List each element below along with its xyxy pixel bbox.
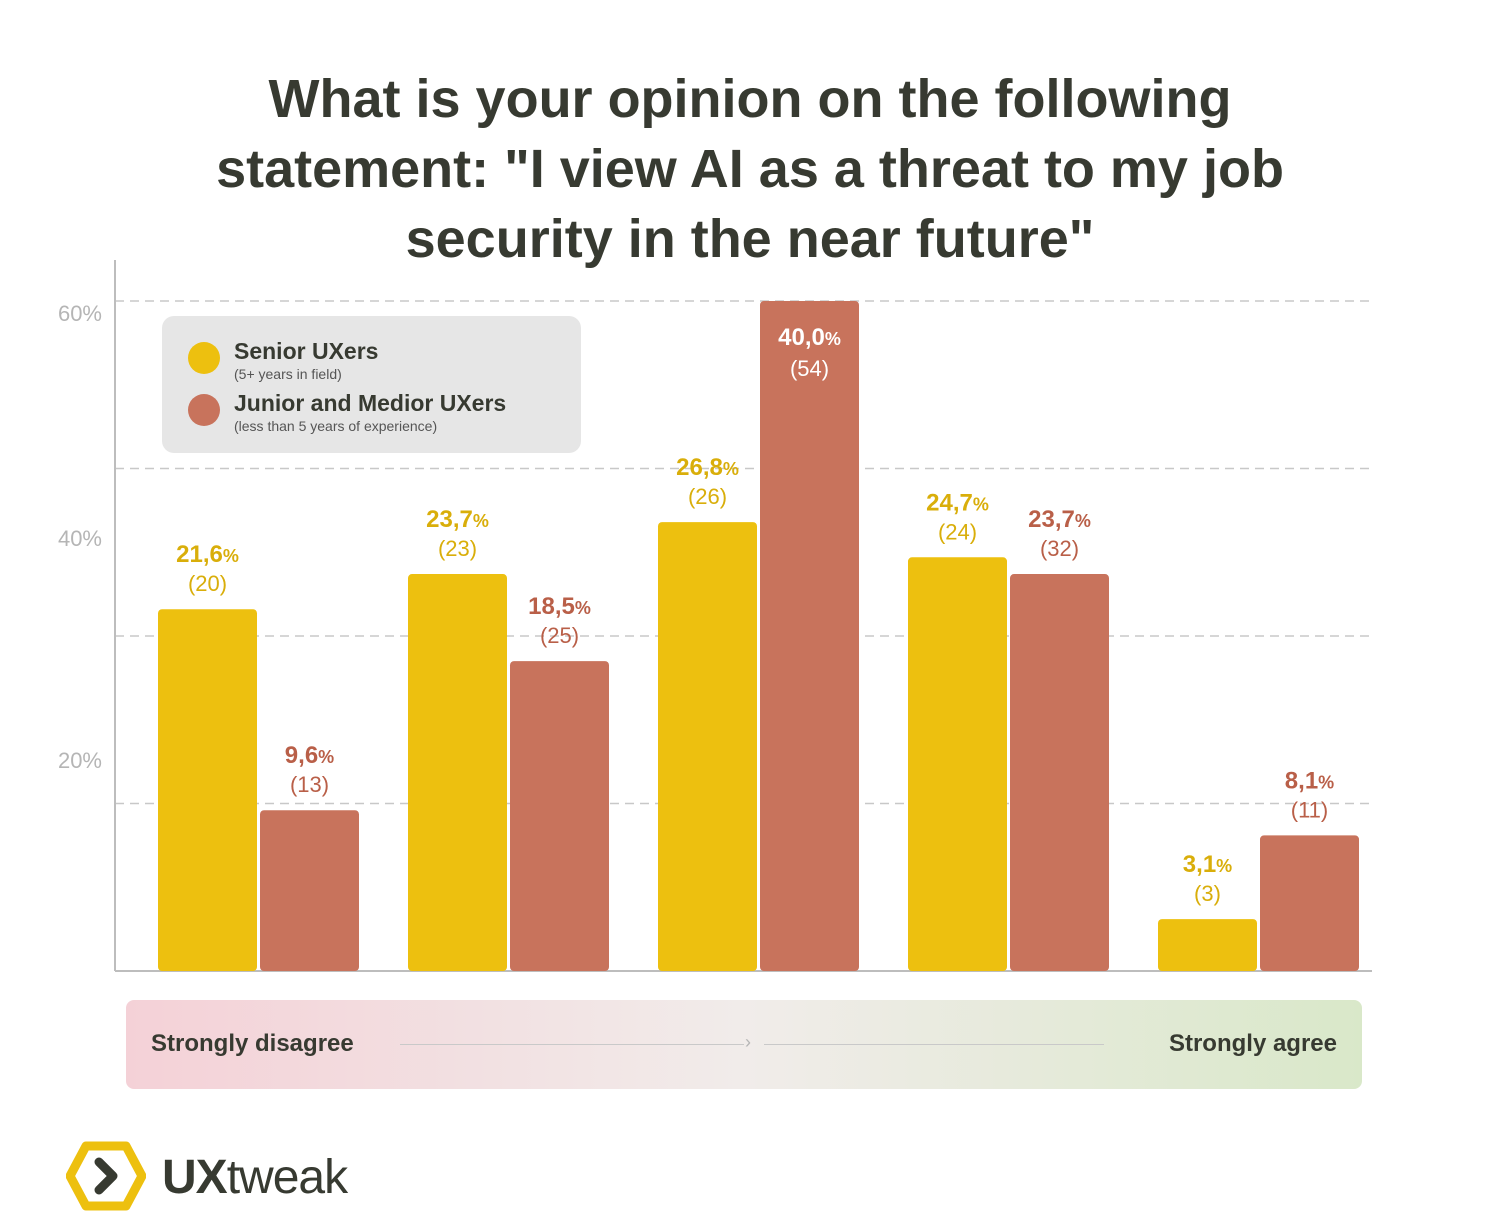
brand-logo: UXtweak: [65, 1140, 386, 1212]
count-label-junior-2: (25): [540, 623, 579, 648]
bar-chart: 60% 40% 20% 21,6% (20) 9,6% (13) 23,7% (23) 18,5%…: [58, 260, 1372, 972]
bar-senior-3: [658, 522, 757, 971]
bar-junior-3: [760, 301, 859, 971]
legend-sublabel-junior: (less than 5 years of experience): [234, 418, 438, 434]
bar-senior-4: [908, 557, 1007, 971]
scale-label-right: Strongly agree: [1168, 1030, 1337, 1057]
bar-senior-1: [158, 609, 257, 971]
data-label-junior-1: 9,6%: [285, 742, 334, 769]
count-label-junior-3: (54): [790, 356, 829, 381]
scale-line-left: [400, 1044, 744, 1045]
chart-title: What is your opinion on the following st…: [0, 64, 1500, 274]
count-label-senior-4: (24): [938, 519, 977, 544]
bar-junior-5: [1260, 835, 1359, 971]
data-label-senior-2: 23,7%: [426, 506, 489, 533]
bar-senior-5: [1158, 919, 1257, 971]
legend-swatch-junior: [188, 394, 220, 426]
chevron-right-icon: ›: [745, 1032, 751, 1052]
legend-label-junior: Junior and Medior UXers: [234, 390, 507, 416]
data-label-senior-5: 3,1%: [1183, 851, 1232, 878]
bar-junior-4: [1010, 574, 1109, 971]
y-tick-label-3: 20%: [58, 748, 102, 773]
title-line-1: What is your opinion on the following: [268, 69, 1232, 129]
count-label-junior-5: (11): [1291, 797, 1329, 822]
data-label-junior-3: 40,0%: [778, 324, 841, 351]
bar-senior-2: [408, 574, 507, 971]
legend-sublabel-senior: (5+ years in field): [234, 366, 342, 382]
scale-line-right: [764, 1044, 1104, 1045]
title-line-3: security in the near future": [405, 209, 1095, 269]
legend-label-senior: Senior UXers: [234, 338, 379, 364]
data-label-senior-1: 21,6%: [176, 541, 239, 568]
uxtweak-logo-icon: [65, 1141, 147, 1211]
data-label-junior-4: 23,7%: [1028, 506, 1091, 533]
count-label-senior-5: (3): [1194, 881, 1221, 906]
y-tick-label-1: 60%: [58, 301, 102, 326]
count-label-junior-1: (13): [290, 772, 329, 797]
count-label-junior-4: (32): [1040, 536, 1079, 561]
data-label-junior-5: 8,1%: [1285, 767, 1334, 794]
title-line-2: statement: "I view AI as a threat to my …: [216, 139, 1284, 199]
data-label-junior-2: 18,5%: [528, 593, 591, 620]
bar-junior-1: [260, 810, 359, 971]
data-label-senior-3: 26,8%: [676, 454, 739, 481]
count-label-senior-1: (20): [188, 571, 227, 596]
legend: Senior UXers (5+ years in field) Junior …: [162, 316, 581, 453]
y-tick-label-2: 40%: [58, 526, 102, 551]
count-label-senior-2: (23): [438, 536, 477, 561]
bar-junior-2: [510, 661, 609, 971]
count-label-senior-3: (26): [688, 484, 727, 509]
data-label-senior-4: 24,7%: [926, 489, 989, 516]
scale-label-left: Strongly disagree: [151, 1030, 354, 1057]
legend-swatch-senior: [188, 342, 220, 374]
agreement-scale: Strongly disagree › Strongly agree: [126, 1000, 1362, 1089]
brand-name: UXtweak: [162, 1151, 348, 1204]
